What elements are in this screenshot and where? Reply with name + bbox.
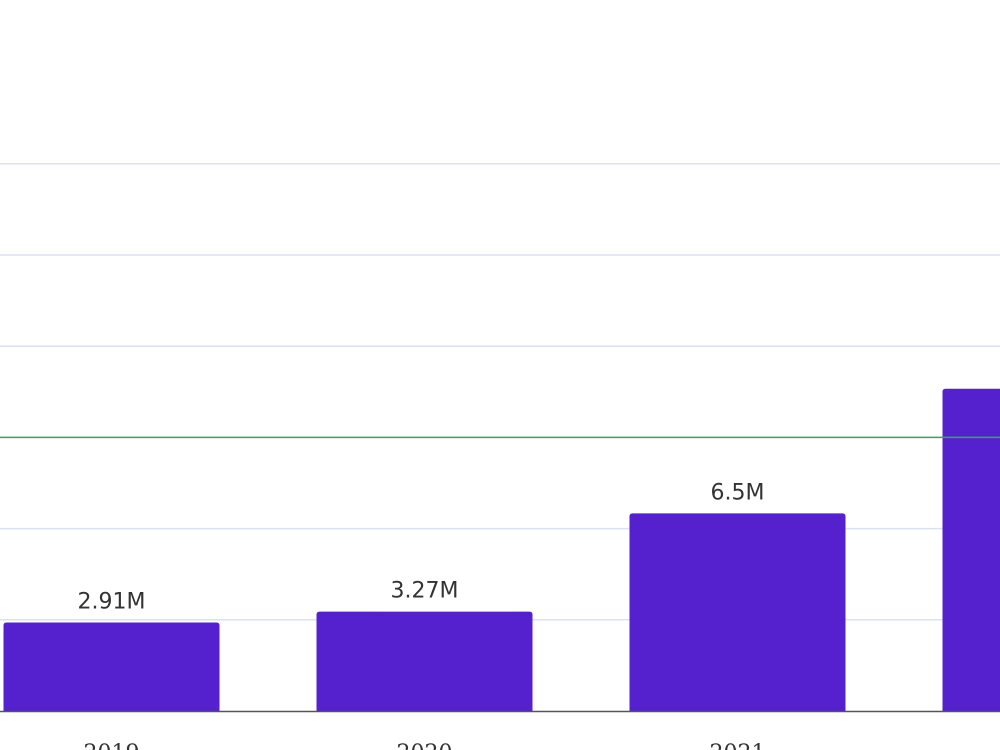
bar-2021	[629, 513, 846, 711]
bar-2019	[3, 622, 220, 711]
gridlines	[0, 163, 1000, 621]
bar-2022	[942, 388, 1000, 711]
data-label-2019: 2.91M	[78, 590, 146, 615]
x-axis: 2019202020212022	[0, 710, 1000, 750]
bar-2020	[316, 611, 533, 711]
x-tick-label-2020: 2020	[397, 741, 453, 750]
x-tick-label-2021: 2021	[710, 741, 766, 750]
bars	[3, 388, 1000, 711]
data-label-2021: 6.5M	[711, 480, 765, 505]
data-label-2020: 3.27M	[391, 579, 459, 604]
x-tick-label-2019: 2019	[84, 741, 140, 750]
